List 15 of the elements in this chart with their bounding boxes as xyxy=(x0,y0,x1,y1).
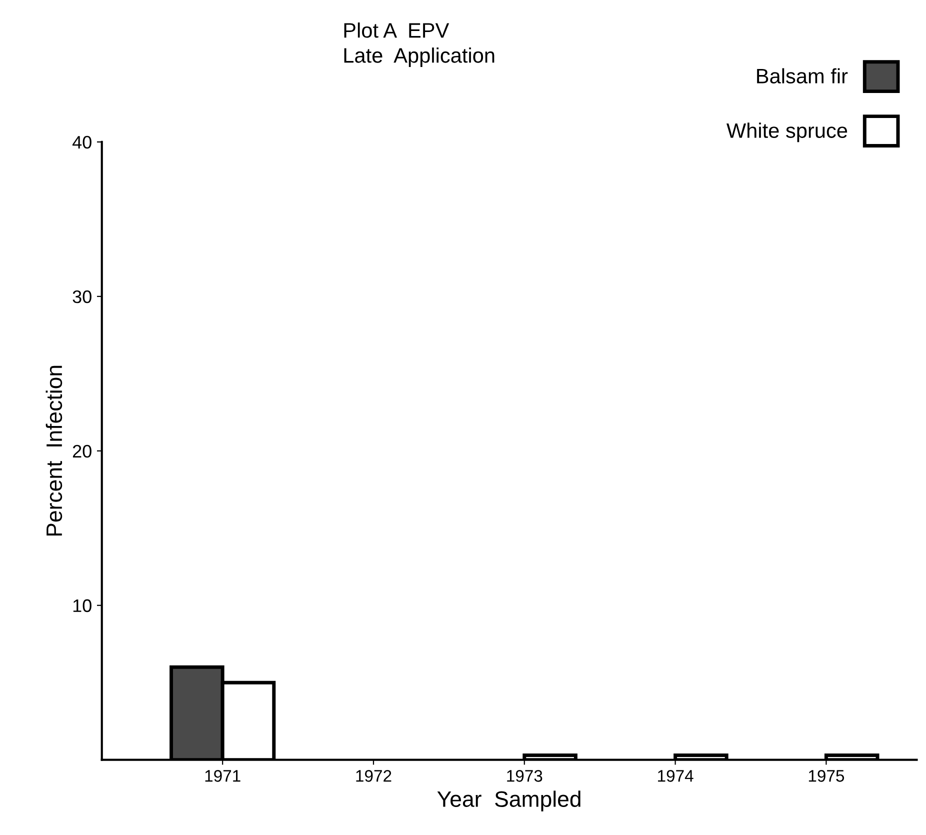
y-tick-label: 20 xyxy=(72,444,92,458)
x-tick-label: 1971 xyxy=(205,770,240,782)
legend-label: Balsam fir xyxy=(757,68,848,84)
y-tick-label: 40 xyxy=(72,136,92,149)
x-axis-title: Year Sampled xyxy=(437,790,580,812)
y-axis-title: Percent Infection xyxy=(46,366,62,536)
y-tick-label: 30 xyxy=(72,290,92,304)
x-tick-label: 1972 xyxy=(356,770,392,782)
x-tick-label: 1974 xyxy=(658,770,694,782)
y-tick-label: 10 xyxy=(73,599,92,612)
chart-title: Plot A EPV xyxy=(344,22,450,38)
legend-label: White spruce xyxy=(726,122,848,142)
x-tick-label: 1973 xyxy=(507,770,542,782)
chart-subtitle: Late Application xyxy=(344,48,494,67)
x-tick-label: 1975 xyxy=(808,770,844,782)
